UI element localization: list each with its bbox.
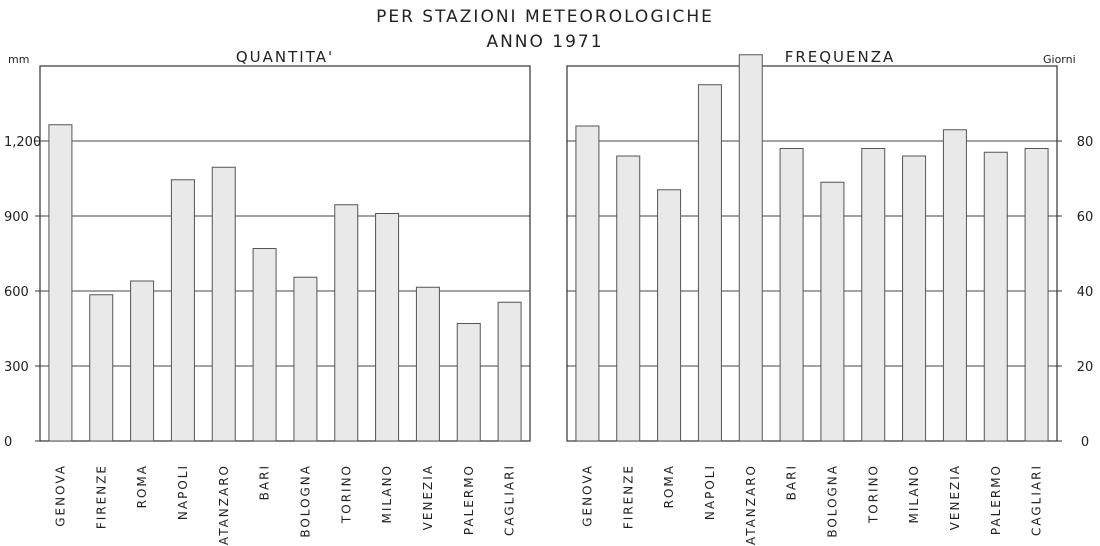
quantity-tick-label: 600 xyxy=(4,285,29,300)
quantity-bar-firenze xyxy=(89,294,114,442)
quantity-category-label: FIRENZE xyxy=(94,464,108,529)
frequency-category-label: FIRENZE xyxy=(621,464,635,529)
quantity-category-label: NAPOLI xyxy=(176,464,190,520)
frequency-bar-palermo xyxy=(983,151,1008,442)
frequency-unit-label: Giorni xyxy=(1043,53,1076,66)
quantity-bar-milano xyxy=(375,213,400,442)
quantity-category-label: BOLOGNA xyxy=(298,464,312,538)
frequency-tick-label: 40 xyxy=(1077,285,1094,300)
quantity-bar-venezia xyxy=(415,286,440,442)
quantity-title: QUANTITA' xyxy=(236,48,334,66)
quantity-tick-label: 300 xyxy=(4,360,29,375)
frequency-bar-bologna xyxy=(820,181,845,442)
frequency-category-label: ROMA xyxy=(662,464,676,508)
frequency-plot-frame xyxy=(566,65,1058,442)
frequency-tick-label: 80 xyxy=(1077,135,1094,150)
frequency-bar-venezia xyxy=(942,129,967,442)
quantity-bar-torino xyxy=(334,204,359,442)
quantity-bar-genova xyxy=(48,124,73,442)
quantity-bar-napoli xyxy=(170,179,195,442)
quantity-category-label: CATANZARO xyxy=(217,464,231,546)
frequency-category-label: VENEZIA xyxy=(948,464,962,530)
quantity-category-label: PALERMO xyxy=(462,464,476,535)
quantity-bar-catanzaro xyxy=(211,166,236,442)
quantity-category-label: VENEZIA xyxy=(421,464,435,530)
quantity-category-label: CAGLIARI xyxy=(503,464,517,536)
quantity-category-label: MILANO xyxy=(380,464,394,523)
frequency-category-label: TORINO xyxy=(866,464,880,524)
quantity-category-label: BARI xyxy=(258,464,272,500)
quantity-bar-roma xyxy=(130,280,155,442)
frequency-bar-torino xyxy=(861,148,886,442)
frequency-bar-firenze xyxy=(616,155,641,442)
frequency-bar-genova xyxy=(575,125,600,442)
frequency-category-label: GENOVA xyxy=(580,464,594,527)
frequency-category-label: CAGLIARI xyxy=(1030,464,1044,536)
quantity-unit-label: mm xyxy=(8,53,29,66)
quantity-category-label: ROMA xyxy=(135,464,149,508)
quantity-category-label: TORINO xyxy=(339,464,353,524)
frequency-category-label: BARI xyxy=(785,464,799,500)
frequency-category-label: CATANZARO xyxy=(744,464,758,546)
frequency-bar-napoli xyxy=(697,84,722,442)
frequency-category-label: NAPOLI xyxy=(703,464,717,520)
quantity-bar-cagliari xyxy=(497,301,522,442)
frequency-panel: FREQUENZA Giorni 0 20 40 60 80 GENOVA FIRENZE R… xyxy=(566,48,1094,546)
frequency-bar-roma xyxy=(657,189,682,442)
frequency-bar-milano xyxy=(902,155,927,442)
frequency-tick-label: 20 xyxy=(1077,360,1094,375)
quantity-bar-palermo xyxy=(456,323,481,442)
frequency-bar-catanzaro xyxy=(738,54,763,442)
frequency-title: FREQUENZA xyxy=(785,48,896,66)
frequency-bar-cagliari xyxy=(1024,148,1049,442)
chart-title-line2: ANNO 1971 xyxy=(486,32,603,52)
quantity-plot-frame xyxy=(39,65,531,442)
quantity-bar-bari xyxy=(252,248,277,442)
quantity-bar-bologna xyxy=(293,276,318,442)
quantity-tick-label: 0 xyxy=(4,435,12,450)
frequency-category-label: PALERMO xyxy=(989,464,1003,535)
frequency-bar-bari xyxy=(779,148,804,442)
frequency-tick-label: 0 xyxy=(1081,435,1089,450)
quantity-tick-label: 900 xyxy=(4,210,29,225)
frequency-category-label: MILANO xyxy=(907,464,921,523)
frequency-tick-label: 60 xyxy=(1077,210,1094,225)
quantity-tick-label: 1,200 xyxy=(4,135,41,150)
chart-title-line1: PER STAZIONI METEOROLOGICHE xyxy=(376,7,714,27)
quantity-panel: QUANTITA' mm 0 300 600 900 1,200 GENOVA FIRENZ… xyxy=(4,48,531,546)
quantity-category-label: GENOVA xyxy=(53,464,67,527)
frequency-category-label: BOLOGNA xyxy=(825,464,839,538)
